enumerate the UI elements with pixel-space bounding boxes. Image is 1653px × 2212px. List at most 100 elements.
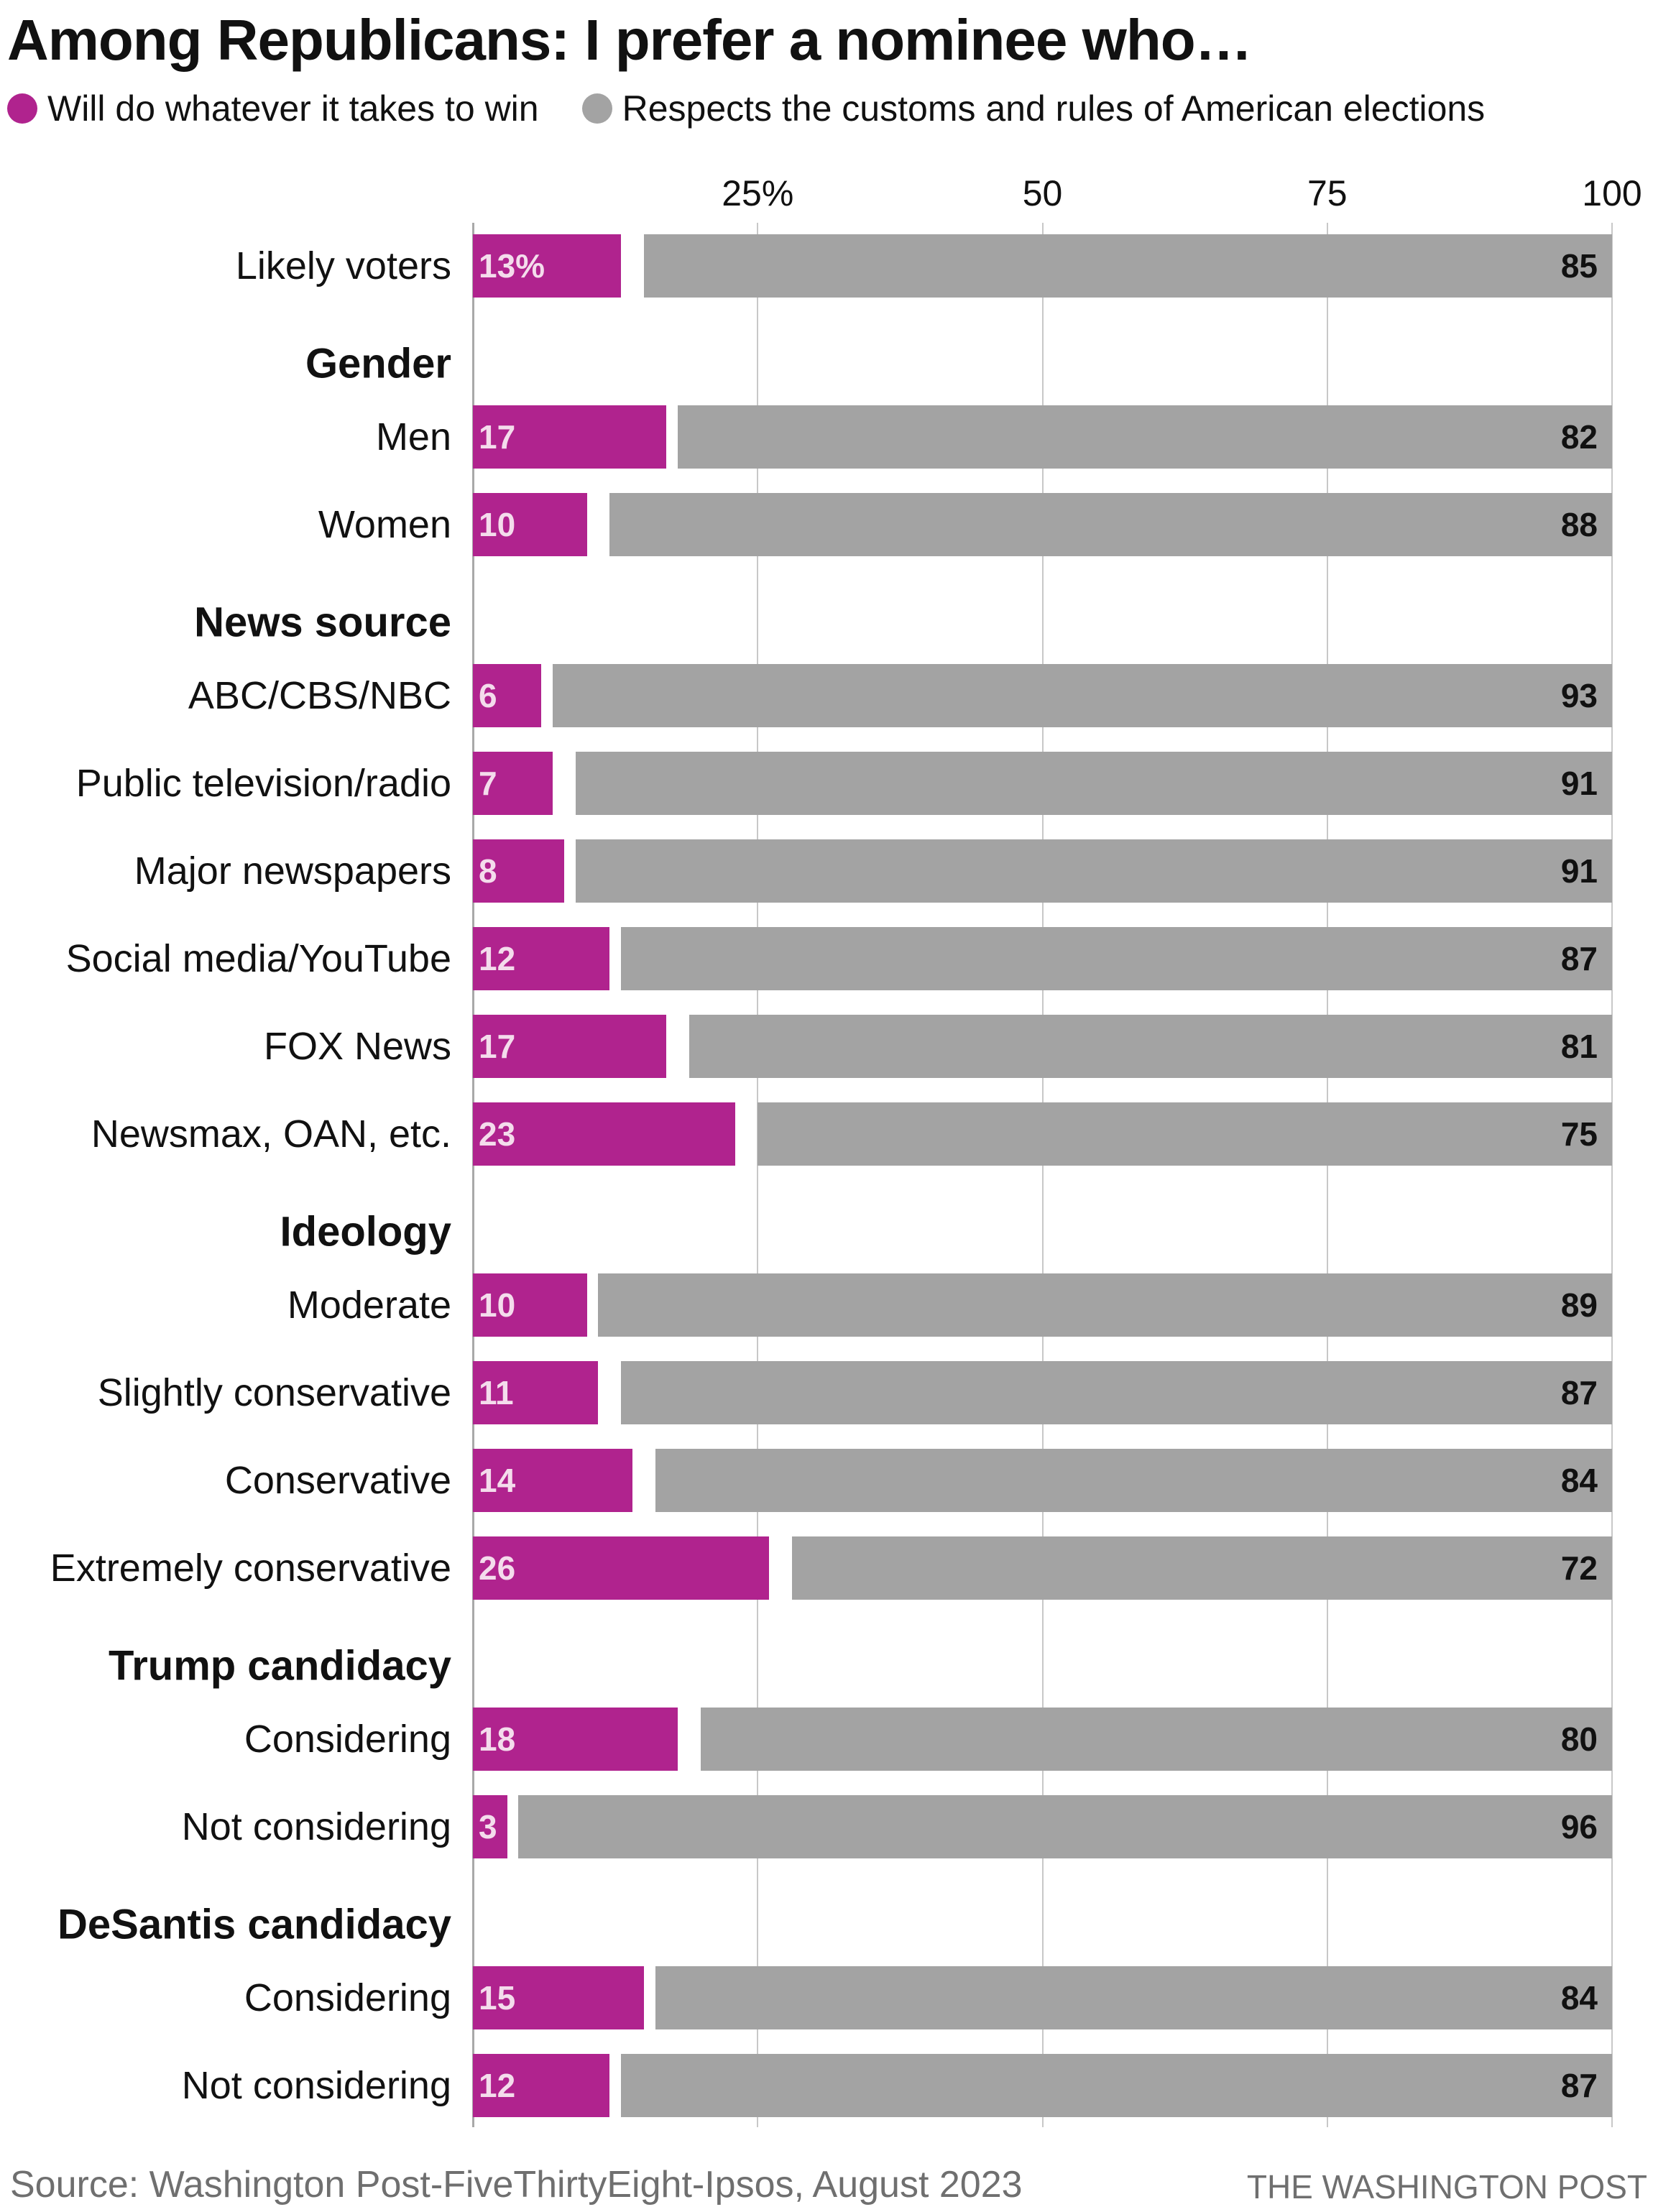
- bar-respect: [621, 2054, 1612, 2117]
- legend-item-respect: Respects the customs and rules of Americ…: [581, 88, 1486, 129]
- group-header: News source: [194, 599, 451, 646]
- tick-label: 100: [1582, 173, 1642, 213]
- value-label-win: 6: [479, 677, 497, 714]
- legend: Will do whatever it takes to win Respect…: [7, 88, 1528, 129]
- value-label-win: 12: [479, 940, 516, 977]
- value-label-respect: 84: [1560, 1462, 1598, 1499]
- axis-line: [472, 223, 474, 2127]
- bar-win: [473, 405, 667, 469]
- value-label-win: 11: [479, 1374, 514, 1411]
- bar-win: [473, 1536, 770, 1600]
- row-label: Social media/YouTube: [65, 937, 451, 980]
- value-label-respect: 87: [1560, 2067, 1598, 2104]
- value-label-win: 10: [479, 1286, 516, 1324]
- legend-swatch-win: [7, 93, 37, 124]
- bar-win: [473, 1015, 667, 1078]
- row-label: ABC/CBS/NBC: [188, 674, 451, 717]
- bar-win: [473, 1273, 587, 1337]
- row-label: Not considering: [181, 1805, 451, 1848]
- bar-win: [473, 1966, 644, 2029]
- row-label: Public television/radio: [75, 762, 451, 805]
- value-label-win: 26: [479, 1549, 516, 1587]
- value-label-respect: 85: [1560, 247, 1598, 285]
- gridline: [1611, 223, 1613, 2127]
- bar-win: [473, 664, 542, 727]
- row-label: Not considering: [181, 2064, 451, 2107]
- legend-label-win: Will do whatever it takes to win: [47, 88, 539, 129]
- value-label-win: 7: [479, 765, 497, 802]
- legend-swatch-respect: [581, 93, 612, 124]
- bar-respect: [655, 1449, 1612, 1512]
- row-label: Moderate: [287, 1284, 451, 1327]
- group-header: DeSantis candidacy: [57, 1901, 451, 1948]
- value-label-win: 3: [479, 1808, 497, 1845]
- bar-respect: [678, 405, 1612, 469]
- group-header: Trump candidacy: [108, 1642, 451, 1690]
- value-label-win: 10: [479, 506, 516, 543]
- bar-win: [473, 927, 610, 990]
- bar-win: [473, 752, 553, 815]
- value-label-win: 8: [479, 852, 497, 890]
- bar-respect: [701, 1708, 1612, 1771]
- bar-win: [473, 1449, 632, 1512]
- bar-win: [473, 1102, 735, 1166]
- value-label-win: 17: [479, 418, 516, 456]
- group-header: Gender: [305, 340, 451, 387]
- legend-label-respect: Respects the customs and rules of Americ…: [622, 88, 1486, 129]
- row-label: FOX News: [263, 1025, 451, 1068]
- value-label-respect: 96: [1560, 1808, 1598, 1845]
- value-label-respect: 81: [1560, 1028, 1598, 1065]
- bar-respect: [655, 1966, 1612, 2029]
- row-label: Major newspapers: [134, 849, 451, 893]
- value-label-respect: 84: [1560, 1979, 1598, 2017]
- value-label-respect: 88: [1560, 506, 1598, 543]
- tick-label: 75: [1307, 173, 1348, 213]
- value-label-respect: 87: [1560, 1374, 1598, 1411]
- tick-label: 50: [1022, 173, 1063, 213]
- row-label: Considering: [244, 1976, 451, 2019]
- bar-win: [473, 1795, 507, 1858]
- row-label: Extremely conservative: [50, 1547, 451, 1590]
- row-label: Newsmax, OAN, etc.: [91, 1112, 451, 1156]
- gridline: [1326, 223, 1328, 2127]
- source-note: Source: Washington Post-FiveThirtyEight-…: [10, 2164, 1023, 2206]
- bar-respect: [621, 927, 1612, 990]
- row-label: Likely voters: [235, 244, 451, 287]
- bar-respect: [552, 664, 1612, 727]
- value-label-respect: 80: [1560, 1720, 1598, 1758]
- bar-respect: [758, 1102, 1612, 1166]
- value-label-win: 13%: [479, 247, 545, 285]
- bar-win: [473, 1361, 599, 1424]
- bar-respect: [689, 1015, 1612, 1078]
- value-label-respect: 72: [1560, 1549, 1598, 1587]
- value-label-win: 18: [479, 1720, 516, 1758]
- bar-respect: [518, 1795, 1612, 1858]
- row-label: Slightly conservative: [97, 1371, 451, 1414]
- group-header: Ideology: [280, 1208, 451, 1255]
- gridline: [1041, 223, 1044, 2127]
- value-label-respect: 91: [1560, 765, 1598, 802]
- bar-respect: [609, 493, 1612, 556]
- value-label-respect: 93: [1560, 677, 1598, 714]
- bar-respect: [598, 1273, 1612, 1337]
- row-label: Men: [375, 415, 451, 458]
- value-label-respect: 89: [1560, 1286, 1598, 1324]
- row-label: Women: [318, 503, 451, 546]
- bar-win: [473, 234, 622, 298]
- bar-respect: [791, 1536, 1612, 1600]
- value-label-win: 14: [479, 1462, 516, 1499]
- value-label-win: 12: [479, 2067, 516, 2104]
- value-label-respect: 82: [1560, 418, 1598, 456]
- bar-respect: [575, 752, 1612, 815]
- row-label: Conservative: [224, 1459, 451, 1502]
- tick-label: 25%: [722, 173, 794, 213]
- value-label-win: 17: [479, 1028, 516, 1065]
- bar-win: [473, 839, 564, 903]
- row-label: Considering: [244, 1718, 451, 1761]
- value-label-win: 15: [479, 1979, 516, 2017]
- value-label-respect: 91: [1560, 852, 1598, 890]
- gridline: [757, 223, 759, 2127]
- bar-win: [473, 1708, 678, 1771]
- legend-item-win: Will do whatever it takes to win: [7, 88, 539, 129]
